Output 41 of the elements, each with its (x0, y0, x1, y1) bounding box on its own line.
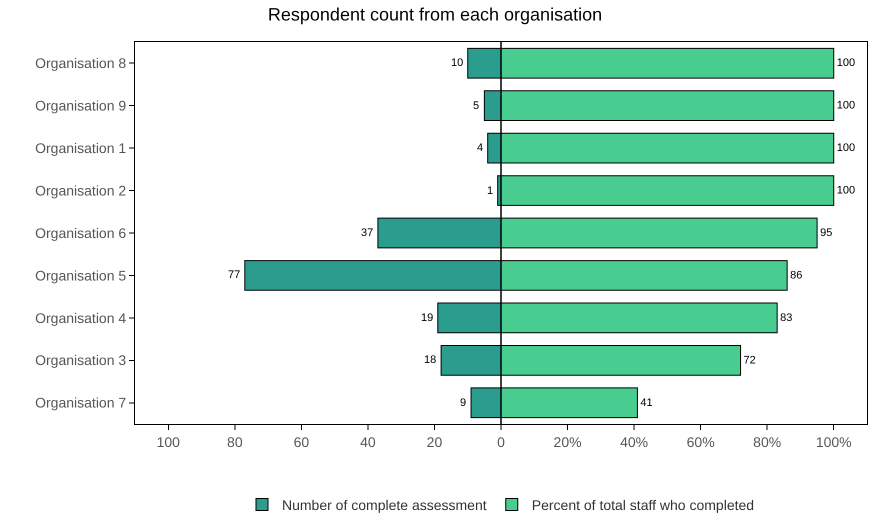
x-tick-label: 100% (816, 434, 852, 450)
x-tick-label: 0 (497, 434, 506, 450)
x-tick-label: 80% (753, 434, 782, 450)
x-tick-label: 80 (227, 434, 243, 450)
data-label: 10 (451, 57, 464, 69)
x-tick-label: 20 (426, 434, 442, 450)
x-tick-label: 40 (360, 434, 376, 450)
y-tick-label: Organisation 3 (35, 352, 126, 368)
data-label: 72 (744, 354, 756, 366)
x-tick-label: 60 (294, 434, 310, 450)
data-label: 86 (790, 269, 802, 282)
y-tick-label: Organisation 4 (35, 310, 126, 326)
x-tick-label: 100 (156, 434, 180, 450)
data-label: 95 (820, 227, 832, 239)
y-tick-label: Organisation 6 (35, 224, 126, 241)
legend-label: Number of complete assessment (282, 497, 487, 513)
y-tick-label: Organisation 5 (35, 267, 126, 284)
data-label: 4 (477, 142, 484, 154)
data-label: 41 (640, 396, 653, 409)
y-tick-label: Organisation 8 (35, 55, 126, 72)
data-label: 37 (361, 227, 374, 239)
x-tick-label: 20% (554, 434, 582, 450)
data-label: 100 (836, 100, 856, 112)
legend-label: Percent of total staff who completed (532, 497, 754, 513)
data-label: 9 (460, 397, 466, 409)
chart-title: Respondent count from each organisation (268, 4, 602, 24)
x-tick-label: 60% (686, 434, 715, 450)
y-tick-label: Organisation 2 (35, 182, 126, 198)
data-label: 100 (836, 142, 856, 154)
y-tick-label: Organisation 7 (35, 394, 126, 411)
data-label: 18 (424, 354, 436, 366)
x-tick-label: 40% (620, 434, 648, 450)
data-label: 83 (780, 312, 792, 324)
data-label: 100 (836, 184, 856, 197)
data-label: 5 (473, 100, 480, 112)
y-tick-label: Organisation 9 (35, 98, 126, 114)
data-label: 77 (228, 269, 240, 281)
data-label: 19 (421, 312, 434, 324)
data-label: 1 (487, 185, 494, 197)
y-tick-label: Organisation 1 (35, 140, 126, 156)
data-label: 100 (836, 57, 856, 70)
